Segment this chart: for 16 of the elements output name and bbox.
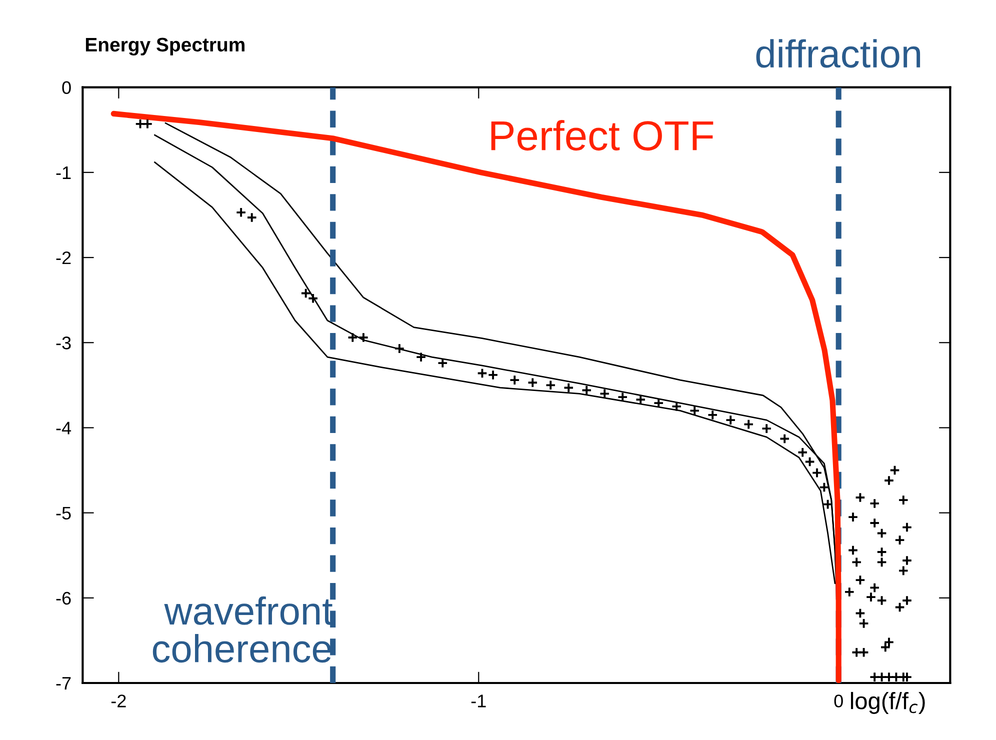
x-tick-label: -2 [111,694,126,708]
y-tick-label: -2 [56,251,71,264]
y-tick-label: 0 [62,81,71,94]
x-tick-label: -1 [471,694,486,708]
ref-line-label: diffraction [756,39,920,68]
y-tick-label: -7 [56,677,71,690]
x-tick-label: 0 [834,694,843,708]
y-tick-label: -1 [56,166,71,179]
y-tick-label: -5 [56,506,71,520]
x-axis-title: log(f/f$_{c}$) [850,692,925,714]
ref-line-label: wavefront coherence [152,596,333,663]
series-label: Perfect OTF [491,120,714,151]
chart-title: Energy Spectrum [86,38,244,56]
y-tick-label: -4 [56,422,72,434]
y-tick-label: -6 [56,592,71,605]
y-tick-label: -3 [56,336,71,350]
